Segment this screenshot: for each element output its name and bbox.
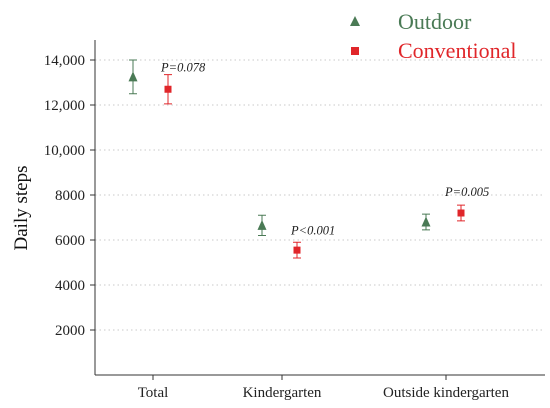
marker-1-0 <box>164 85 172 93</box>
y-tick-label-3: 8000 <box>55 188 85 204</box>
x-tick-label-0: Total <box>138 385 169 401</box>
marker-0-1 <box>257 219 267 230</box>
legend-marker-1 <box>351 47 359 55</box>
legend-label-1: Conventional <box>398 38 517 63</box>
p-value-annotations: P=0.078 P<0.001 P=0.005 <box>160 60 489 237</box>
x-tick-label-1: Kindergarten <box>243 385 322 401</box>
p-value-label-1: P<0.001 <box>290 223 335 237</box>
axes <box>94 40 545 376</box>
marker-0-2 <box>421 216 431 227</box>
y-tick-label-5: 12,000 <box>44 98 85 114</box>
y-axis-title: Daily steps <box>11 166 32 251</box>
legend-label-0: Outdoor <box>398 9 472 34</box>
y-tick-labels: 2000 4000 6000 8000 10,000 12,000 14,000 <box>44 53 95 339</box>
x-tick-labels: Total Kindergarten Outside kindergarten <box>138 375 509 401</box>
legend-marker-0 <box>350 16 360 26</box>
p-value-label-2: P=0.005 <box>444 185 489 199</box>
legend: Outdoor Conventional <box>350 9 517 63</box>
y-tick-label-0: 2000 <box>55 323 85 339</box>
y-tick-label-4: 10,000 <box>44 143 85 159</box>
x-tick-label-2: Outside kindergarten <box>383 385 509 401</box>
y-tick-label-6: 14,000 <box>44 53 85 69</box>
marker-1-2 <box>457 209 465 217</box>
y-tick-label-1: 4000 <box>55 278 85 294</box>
data-markers <box>128 71 465 254</box>
p-value-label-0: P=0.078 <box>160 60 206 74</box>
marker-0-0 <box>128 71 138 82</box>
y-tick-label-2: 6000 <box>55 233 85 249</box>
grid-lines <box>95 59 545 331</box>
marker-1-1 <box>293 246 301 254</box>
